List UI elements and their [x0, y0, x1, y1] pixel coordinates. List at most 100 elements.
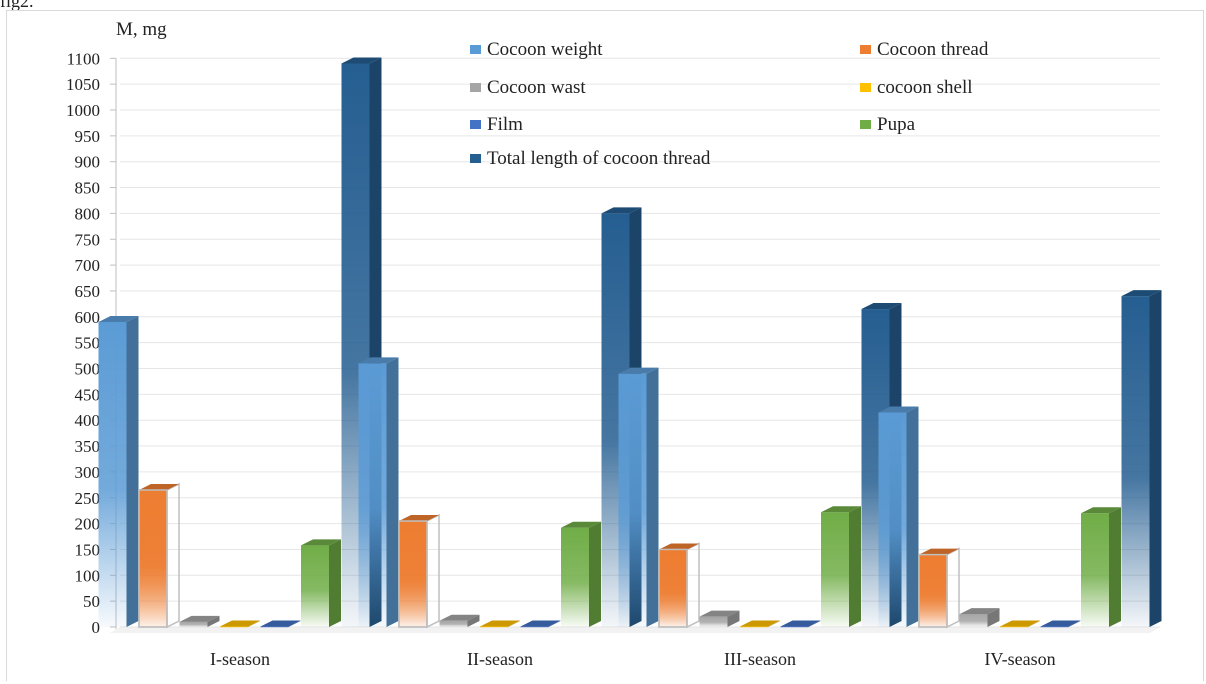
- bar-fill: [919, 554, 947, 627]
- legend-swatch: [470, 45, 481, 54]
- bar-top: [341, 57, 382, 64]
- bar-top: [919, 548, 959, 555]
- bar-top: [659, 543, 699, 550]
- bar-side: [906, 406, 919, 627]
- bar-top: [480, 620, 520, 627]
- bar-cocoon-weight-i-season: [98, 315, 139, 627]
- bar-side: [686, 542, 700, 629]
- legend-swatch: [470, 83, 481, 92]
- legend-item-film: Film: [470, 114, 523, 135]
- bar-side: [126, 315, 139, 627]
- bar-side: [467, 614, 480, 627]
- bar-film-iii-season: [780, 620, 821, 628]
- bars: [98, 57, 1162, 629]
- bar-cocoon-thread-iv-season: [918, 547, 960, 629]
- bar-outline: [398, 520, 428, 628]
- bar-top: [561, 521, 601, 528]
- bar-front: [1121, 296, 1150, 627]
- x-category-label: I-season: [210, 649, 270, 669]
- bar-cocoon-shell-ii-season: [480, 620, 520, 628]
- bar-cocoon-shell-i-season: [220, 620, 260, 628]
- y-tick-label: 350: [75, 437, 101, 456]
- legend-label: Total length of cocoon thread: [487, 148, 711, 169]
- bar-total-length-of-cocoon-thread-iv-season: [1121, 290, 1162, 627]
- bar-side: [987, 608, 1000, 627]
- bar-front: [98, 321, 127, 627]
- chart-floor: [110, 627, 1160, 633]
- bar-top: [878, 406, 919, 413]
- y-axis: 0 50 100 150 200 250 300 350 400 450 500 550 600 650 7…: [66, 49, 117, 637]
- y-tick-label: 450: [75, 385, 101, 404]
- legend-label: cocoon shell: [877, 77, 973, 98]
- bar-fill: [399, 521, 427, 627]
- bar-front: [740, 626, 768, 628]
- bar-side: [288, 620, 301, 627]
- bar-front: [301, 545, 329, 627]
- bar-side: [646, 367, 659, 627]
- y-tick-label: 200: [75, 515, 101, 534]
- bar-top: [699, 610, 740, 617]
- bar-side: [727, 610, 740, 627]
- bar-front: [1000, 626, 1028, 628]
- y-axis-title: M, mg: [116, 19, 167, 40]
- y-tick-label: 250: [75, 489, 101, 508]
- y-tick-label: 0: [92, 618, 101, 637]
- bar-front: [1040, 626, 1069, 628]
- legend-item-pupa: Pupa: [860, 114, 916, 135]
- bar-cocoon-wast-i-season: [179, 615, 220, 627]
- y-tick-label: 100: [75, 566, 101, 585]
- y-tick-label: 1050: [66, 75, 100, 94]
- bar-top: [740, 620, 780, 627]
- bar-top: [260, 620, 301, 627]
- bar-top: [1121, 290, 1162, 297]
- bar-cocoon-thread-ii-season: [398, 513, 440, 629]
- bar-cocoon-shell-iv-season: [1000, 620, 1040, 628]
- bar-top: [301, 539, 341, 546]
- bar-cocoon-wast-iii-season: [699, 610, 740, 627]
- legend-label: Cocoon thread: [877, 39, 989, 60]
- bar-top: [520, 620, 561, 627]
- bar-side: [1109, 507, 1121, 627]
- bar-side: [808, 620, 821, 627]
- bar-side: [946, 547, 960, 629]
- y-tick-label: 1100: [67, 49, 100, 68]
- bar-film-ii-season: [520, 620, 561, 628]
- bar-top: [358, 357, 399, 364]
- bar-fill: [659, 549, 687, 627]
- bar-side: [426, 513, 440, 629]
- y-tick-label: 800: [75, 204, 101, 223]
- figure-caption: fig2.: [0, 0, 34, 11]
- x-category-label: IV-season: [984, 649, 1055, 669]
- bar-side: [329, 539, 341, 627]
- legend-label: Pupa: [877, 114, 916, 135]
- bar-top: [439, 614, 480, 621]
- bar-film-iv-season: [1040, 620, 1081, 628]
- bar-pupa-i-season: [301, 539, 341, 627]
- bar-front: [520, 626, 549, 628]
- bar-front: [561, 527, 589, 627]
- bar-film-i-season: [260, 620, 301, 628]
- legend-swatch: [860, 83, 871, 92]
- bar-side: [508, 620, 520, 627]
- bar-top: [861, 303, 902, 310]
- bar-side: [1149, 290, 1162, 627]
- bar-top: [399, 515, 439, 522]
- y-tick-label: 400: [75, 411, 101, 430]
- legend-swatch: [470, 120, 481, 129]
- legend-item-cocoon-wast: Cocoon wast: [470, 77, 586, 98]
- y-tick-label: 550: [75, 334, 101, 353]
- bar-cocoon-thread-i-season: [138, 482, 180, 629]
- bar-outline: [918, 553, 948, 628]
- x-category-label: II-season: [467, 649, 533, 669]
- bar-cocoon-wast-iv-season: [959, 608, 1000, 627]
- bar-side: [207, 615, 220, 627]
- legend: Cocoon weight Cocoon thread Cocoon wast coc…: [470, 39, 989, 169]
- legend-item-total-length-of-cocoon-thread: Total length of cocoon thread: [470, 148, 711, 169]
- bar-side: [768, 620, 780, 627]
- x-axis-labels: I-season II-season III-season IV-season: [210, 649, 1056, 669]
- bar-top: [220, 620, 260, 627]
- bar-front: [1081, 513, 1109, 627]
- bar-cocoon-weight-iii-season: [618, 367, 659, 627]
- legend-swatch: [860, 120, 871, 129]
- y-tick-label: 850: [75, 179, 101, 198]
